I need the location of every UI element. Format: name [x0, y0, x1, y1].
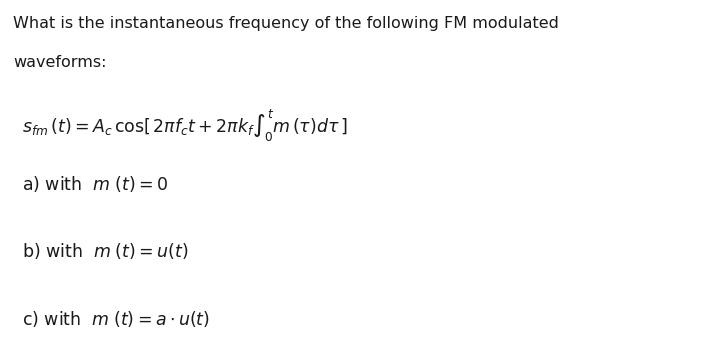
Text: $s_{fm}\,(t) = A_c\, \mathrm{cos}[\, 2\pi f_c t + 2\pi k_f \int_0^{t} m\,(\tau)d: $s_{fm}\,(t) = A_c\, \mathrm{cos}[\, 2\p…	[22, 108, 348, 144]
Text: a) with  $m\;(t) = 0$: a) with $m\;(t) = 0$	[22, 174, 168, 194]
Text: waveforms:: waveforms:	[13, 55, 107, 70]
Text: b) with  $m\;(t) = u(t)$: b) with $m\;(t) = u(t)$	[22, 241, 188, 261]
Text: What is the instantaneous frequency of the following FM modulated: What is the instantaneous frequency of t…	[13, 16, 559, 31]
Text: c) with  $m\;(t) = a \cdot u(t)$: c) with $m\;(t) = a \cdot u(t)$	[22, 309, 210, 329]
